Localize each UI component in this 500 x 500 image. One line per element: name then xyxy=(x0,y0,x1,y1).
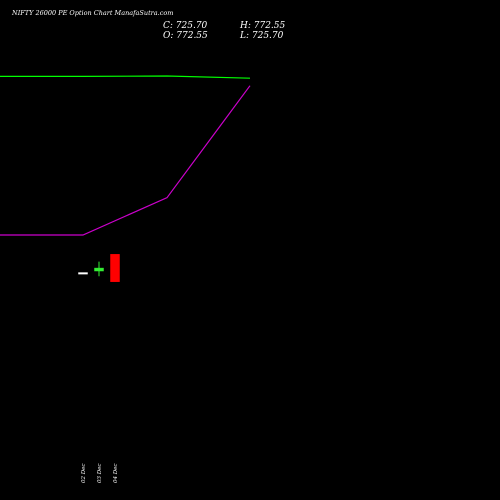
x-tick-label: 02 Dec xyxy=(81,464,87,484)
chart-title: NIFTY 26000 PE Option Chart ManafaSutra.… xyxy=(11,9,173,17)
candles xyxy=(78,254,120,282)
indicator-line-1 xyxy=(0,75,251,79)
candle xyxy=(94,261,104,277)
candle-body xyxy=(94,267,104,272)
candle-body xyxy=(78,272,88,275)
x-axis-ticks: 02 Dec 03 Dec 04 Dec xyxy=(81,464,119,484)
close-value: C: 725.70 xyxy=(163,21,208,31)
candle xyxy=(78,272,88,275)
indicator-line-2 xyxy=(0,85,251,236)
x-tick-label: 04 Dec xyxy=(113,464,119,484)
open-value: O: 772.55 xyxy=(163,31,208,41)
candle xyxy=(110,254,120,282)
high-value: H: 772.55 xyxy=(239,21,286,31)
x-tick-label: 03 Dec xyxy=(97,464,103,484)
candle-body xyxy=(110,254,120,282)
low-value: L: 725.70 xyxy=(239,31,284,41)
indicator-lines xyxy=(0,75,251,236)
